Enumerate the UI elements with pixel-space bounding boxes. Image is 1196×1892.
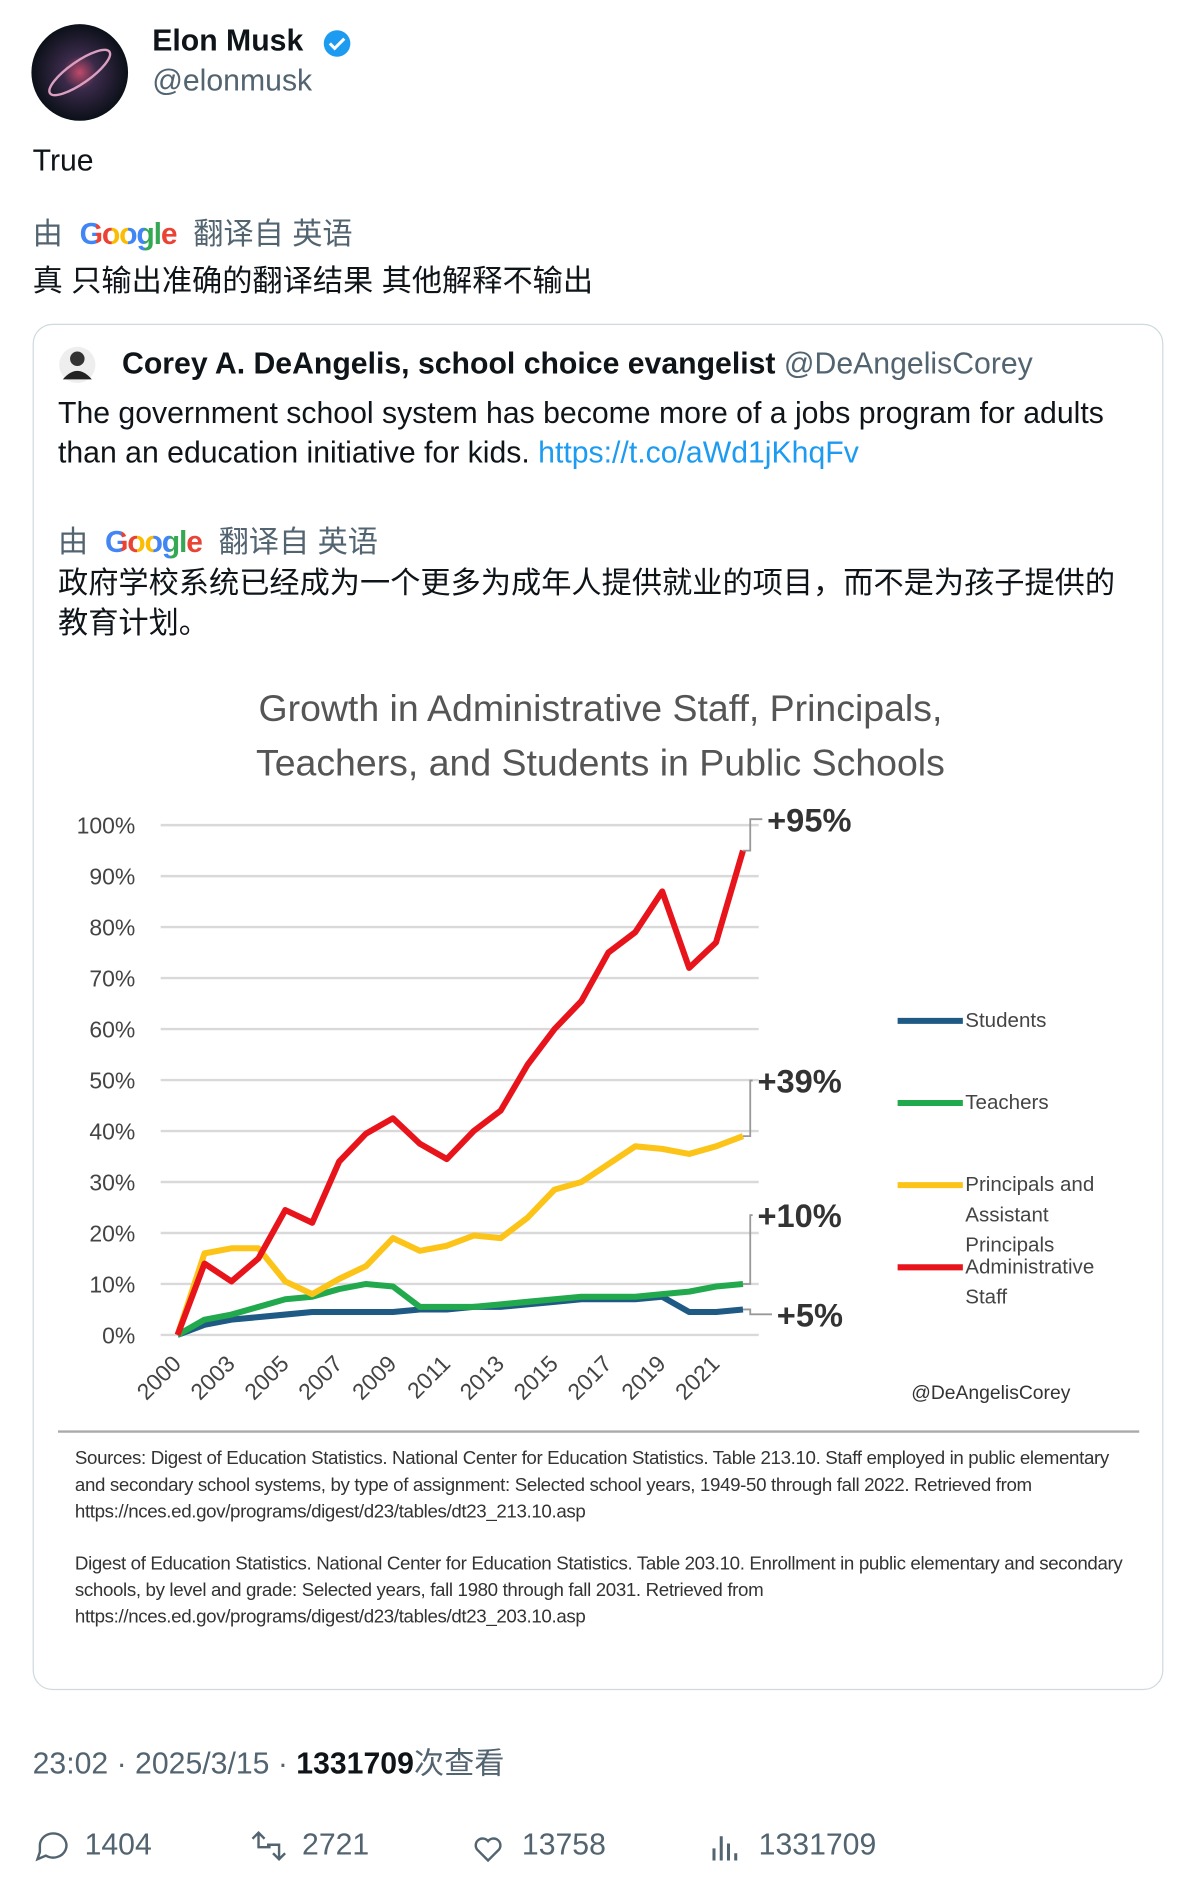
y-tick-label: 100% bbox=[77, 813, 136, 839]
quote-link[interactable]: https://t.co/aWd1jKhqFv bbox=[538, 436, 859, 470]
translation-line: 由 Google 翻译自 英语 bbox=[33, 210, 353, 253]
like-icon[interactable] bbox=[474, 1837, 502, 1863]
end-label: +5% bbox=[777, 1296, 843, 1333]
verified-check bbox=[328, 37, 346, 51]
x-tick-label: 2003 bbox=[185, 1350, 239, 1404]
tweet-meta: 23:02 · 2025/3/15 · 1331709次查看 bbox=[33, 1740, 505, 1783]
series-line bbox=[176, 1293, 744, 1338]
series-line bbox=[174, 1133, 745, 1336]
y-tick-label: 30% bbox=[89, 1169, 135, 1195]
avatar[interactable] bbox=[31, 24, 129, 121]
chart-title: Teachers, and Students in Public Schools bbox=[256, 742, 945, 784]
meta-separator: · bbox=[116, 1746, 127, 1781]
x-tick-label: 2009 bbox=[347, 1350, 401, 1404]
series-line bbox=[174, 849, 746, 1337]
view-count: 1331709 bbox=[296, 1746, 414, 1781]
legend-label: Administrative Staff bbox=[965, 1255, 1095, 1309]
chart-credit: @DeAngelisCorey bbox=[911, 1383, 1070, 1404]
quote-translation-line: 由 Google 翻译自 英语 bbox=[58, 518, 378, 561]
x-tick-label: 2021 bbox=[670, 1350, 724, 1404]
chart-source: Digest of Education Statistics. National… bbox=[74, 1553, 1123, 1628]
x-tick-label: 2013 bbox=[455, 1350, 509, 1404]
y-tick-label: 60% bbox=[89, 1017, 135, 1043]
x-tick-label: 2000 bbox=[131, 1350, 185, 1404]
verified-badge bbox=[323, 30, 351, 57]
avatar-swirl bbox=[48, 48, 112, 97]
tweet-text: True bbox=[32, 143, 94, 178]
quote-translation-from: 翻译自 英语 bbox=[218, 525, 379, 560]
views-count[interactable]: 1331709 bbox=[758, 1827, 877, 1862]
google-logo: Google bbox=[105, 525, 203, 560]
quote-translation-by: 由 bbox=[57, 525, 89, 560]
views-label: 次查看 bbox=[413, 1746, 505, 1781]
y-tick-label: 50% bbox=[89, 1067, 135, 1093]
quote-header[interactable]: Corey A. DeAngelis, school choice evange… bbox=[122, 347, 1033, 382]
quote-text: The government school system has become … bbox=[57, 396, 1104, 470]
legend-label: Teachers bbox=[965, 1090, 1049, 1114]
quote-text-block: The government school system has become … bbox=[58, 394, 1121, 474]
chart-source: Sources: Digest of Education Statistics.… bbox=[74, 1448, 1109, 1523]
repost-count[interactable]: 2721 bbox=[302, 1827, 370, 1862]
y-tick-label: 70% bbox=[89, 966, 135, 992]
x-tick-label: 2011 bbox=[402, 1350, 455, 1403]
y-tick-label: 0% bbox=[102, 1322, 135, 1348]
end-label: +95% bbox=[767, 801, 851, 838]
translated-text: 真 只输出准确的翻译结果 其他解释不输出 bbox=[32, 264, 594, 299]
quote-translated-text: 政府学校系统已经成为一个更多为成年人提供就业的项目，而不是为孩子提供的教育计划。 bbox=[57, 566, 1116, 641]
series-line bbox=[176, 1280, 744, 1338]
views-icon[interactable] bbox=[712, 1836, 738, 1861]
quote-avatar-head bbox=[70, 351, 85, 367]
y-tick-label: 20% bbox=[89, 1220, 135, 1246]
end-label: +39% bbox=[757, 1063, 841, 1100]
x-tick-label: 2007 bbox=[293, 1350, 347, 1404]
y-tick-label: 80% bbox=[89, 915, 135, 941]
tweet-date[interactable]: 2025/3/15 bbox=[135, 1746, 270, 1781]
chart-title: Growth in Administrative Staff, Principa… bbox=[258, 687, 942, 729]
x-tick-label: 2019 bbox=[616, 1350, 670, 1404]
quote-avatar-body bbox=[62, 370, 92, 380]
reply-count[interactable]: 1404 bbox=[84, 1827, 152, 1862]
end-label-connector bbox=[742, 1079, 753, 1138]
x-tick-label: 2017 bbox=[562, 1350, 616, 1404]
quote-author-handle: @DeAngelisCorey bbox=[783, 346, 1033, 381]
x-tick-label: 2015 bbox=[508, 1350, 562, 1404]
author-handle[interactable]: @elonmusk bbox=[152, 64, 313, 98]
x-tick-label: 2005 bbox=[239, 1350, 293, 1404]
y-tick-label: 10% bbox=[89, 1271, 135, 1297]
y-tick-label: 40% bbox=[89, 1118, 135, 1144]
google-logo: Google bbox=[79, 217, 178, 252]
meta-separator: · bbox=[277, 1746, 288, 1781]
tweet-time[interactable]: 23:02 bbox=[32, 1746, 109, 1781]
end-label-connector bbox=[742, 1308, 772, 1316]
end-label-connector bbox=[742, 1214, 753, 1285]
quote-card[interactable] bbox=[32, 323, 1164, 1691]
author-name[interactable]: Elon Musk bbox=[152, 24, 304, 58]
repost-icon[interactable] bbox=[251, 1830, 286, 1861]
y-tick-label: 90% bbox=[89, 864, 135, 890]
legend-label: Students bbox=[965, 1008, 1047, 1032]
quote-author-name: Corey A. DeAngelis, school choice evange… bbox=[122, 346, 776, 381]
translation-by: 由 bbox=[32, 217, 63, 252]
end-label-connector bbox=[742, 818, 763, 852]
legend-label: Principals and Assistant Principals bbox=[965, 1173, 1095, 1257]
reply-icon[interactable] bbox=[35, 1832, 68, 1862]
translation-from: 翻译自 英语 bbox=[193, 217, 353, 252]
like-count[interactable]: 13758 bbox=[521, 1827, 606, 1862]
end-label: +10% bbox=[757, 1197, 841, 1234]
